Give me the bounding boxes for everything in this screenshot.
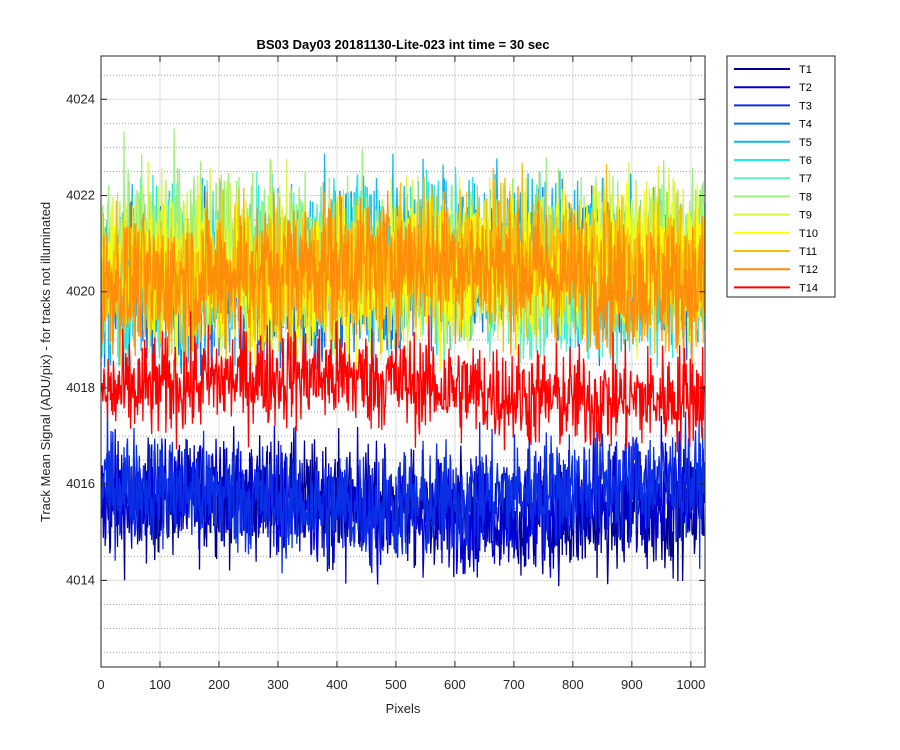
- y-tick-label: 4014: [66, 572, 95, 587]
- x-axis-label: Pixels: [386, 701, 421, 716]
- x-tick-label: 100: [149, 677, 171, 692]
- legend-label: T1: [799, 64, 812, 76]
- series-line-t14: [101, 305, 705, 453]
- legend-item-t14: T14: [734, 282, 818, 294]
- legend-item-t12: T12: [734, 264, 818, 276]
- y-tick-label: 4024: [66, 91, 95, 106]
- legend-label: T2: [799, 82, 812, 94]
- x-tick-label: 500: [385, 677, 407, 692]
- legend-item-t9: T9: [734, 210, 812, 222]
- x-tick-label: 200: [208, 677, 230, 692]
- legend-label: T9: [799, 210, 812, 222]
- x-tick-label: 600: [444, 677, 466, 692]
- legend-box: [726, 55, 836, 298]
- series-layer: [101, 128, 705, 587]
- legend: T1 T2 T3 T4 T5 T6 T7 T8 T9 T10 T11 T12 T14: [726, 55, 836, 298]
- x-tick-label: 700: [503, 677, 525, 692]
- series-line-t3: [101, 402, 705, 574]
- y-tick-label: 4016: [66, 476, 95, 491]
- chart-title: BS03 Day03 20181130-Lite-023 int time = …: [256, 37, 549, 52]
- legend-label: T3: [799, 100, 812, 112]
- legend-item-t4: T4: [734, 119, 812, 131]
- legend-item-t10: T10: [734, 228, 818, 240]
- legend-item-t3: T3: [734, 100, 812, 112]
- series-line-t12: [101, 182, 705, 369]
- x-tick-label: 300: [267, 677, 289, 692]
- legend-item-t8: T8: [734, 191, 812, 203]
- axis-ticks: [100, 56, 705, 667]
- legend-label: T4: [799, 119, 812, 131]
- plot-frame: [100, 55, 706, 668]
- legend-label: T10: [799, 228, 818, 240]
- legend-item-t1: T1: [734, 64, 812, 76]
- legend-item-t6: T6: [734, 155, 812, 167]
- y-axis-label: Track Mean Signal (ADU/pix) - for tracks…: [38, 202, 53, 522]
- legend-label: T14: [799, 282, 818, 294]
- legend-item-t11: T11: [734, 246, 817, 258]
- x-tick-label: 800: [562, 677, 584, 692]
- x-tick-label: 900: [621, 677, 643, 692]
- legend-label: T7: [799, 173, 812, 185]
- y-tick-label: 4020: [66, 284, 95, 299]
- legend-item-t2: T2: [734, 82, 812, 94]
- legend-item-t5: T5: [734, 137, 812, 149]
- legend-label: T12: [799, 264, 818, 276]
- x-tick-label: 0: [97, 677, 104, 692]
- legend-item-t7: T7: [734, 173, 812, 185]
- x-tick-labels: 0 100 200 300 400 500 600 700 800 900 1000: [97, 677, 705, 692]
- y-tick-label: 4022: [66, 188, 95, 203]
- x-tick-label: 1000: [676, 677, 705, 692]
- legend-label: T11: [799, 246, 817, 258]
- legend-label: T8: [799, 191, 812, 203]
- legend-label: T6: [799, 155, 812, 167]
- legend-label: T5: [799, 137, 812, 149]
- y-tick-labels: 4014 4016 4018 4020 4022 4024: [66, 91, 95, 587]
- x-tick-label: 400: [326, 677, 348, 692]
- y-tick-label: 4018: [66, 380, 95, 395]
